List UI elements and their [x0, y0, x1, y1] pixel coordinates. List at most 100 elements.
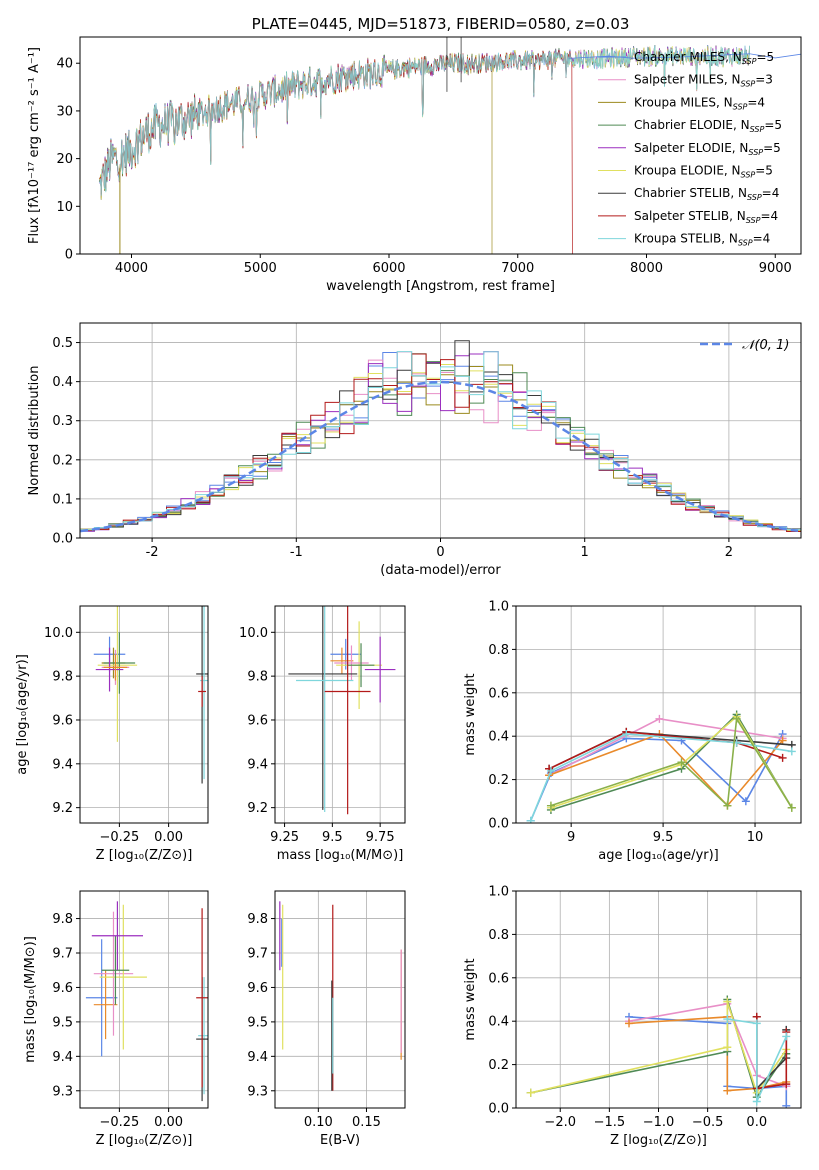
- y-tick-label: 10.0: [239, 626, 268, 641]
- x-tick-label: −1.5: [594, 1115, 626, 1130]
- weight-marker: [752, 1019, 761, 1028]
- x-tick-label: 0.00: [154, 830, 183, 845]
- weight-line: [548, 731, 783, 770]
- x-tick-label: 1: [581, 545, 589, 560]
- weight-lines: [526, 710, 796, 823]
- x-tick-label: 9.5: [322, 830, 343, 845]
- x-tick-label: 6000: [372, 261, 405, 276]
- weight-marker: [723, 1043, 732, 1052]
- legend-entry: Salpeter STELIB, NSSP=4: [634, 209, 778, 225]
- weight-marker: [625, 1019, 634, 1028]
- histograms: [80, 340, 801, 533]
- mass-vs-Z-panel: −0.25 0.00 9.3 9.4 9.5 9.6 9.7 9.8 Z [log₁₀(Z/Z⊙…: [23, 890, 209, 1148]
- weight-marker: [732, 714, 741, 723]
- x-tick-label: 0.00: [154, 1115, 183, 1130]
- error-bars: [93, 606, 208, 784]
- y-tick-label: 0.4: [488, 1015, 509, 1030]
- y-tick-label: 10.0: [44, 626, 73, 641]
- y-tick-label: 9.8: [52, 912, 73, 927]
- y-tick-label: 0.3: [52, 414, 73, 429]
- error-bars: [279, 901, 402, 1091]
- error-bars: [85, 901, 208, 1102]
- axes-frame: [515, 605, 802, 824]
- y-tick-label: 0.2: [52, 453, 73, 468]
- weight-marker: [546, 766, 555, 775]
- y-tick-label: 9.8: [247, 670, 268, 685]
- spectrum-series-line: [98, 45, 750, 196]
- y-tick-label: 0.8: [488, 643, 509, 658]
- y-tick-label: 0.2: [488, 773, 509, 788]
- y-tick-label: 9.4: [247, 757, 268, 772]
- weight-marker: [723, 801, 732, 810]
- x-tick-label: 2: [725, 545, 733, 560]
- y-tick-label: 0.4: [52, 375, 73, 390]
- x-tick-label: 9000: [759, 261, 792, 276]
- x-axis-label: mass [log₁₀(M/M⊙)]: [277, 848, 404, 863]
- age-vs-mass-panel: 9.25 9.5 9.75 9.2 9.4 9.6 9.8 10.0 mass [log₁₀(M…: [239, 605, 406, 863]
- weight-marker: [782, 1032, 791, 1041]
- legend-entry: Kroupa MILES, NSSP=4: [634, 95, 765, 111]
- weight-vs-Z-panel: −2.0 −1.5 −1.0 −0.5 0.0 0.0 0.2 0.4 0.6 0.8 1.0 Z […: [463, 885, 802, 1148]
- x-tick-label: 10: [747, 830, 764, 845]
- y-tick-label: 0.0: [488, 817, 509, 832]
- y-tick-label: 9.5: [247, 1015, 268, 1030]
- y-tick-label: 0.8: [488, 928, 509, 943]
- weight-marker: [723, 1086, 732, 1095]
- y-tick-label: 9.3: [52, 1084, 73, 1099]
- legend-entry: 𝒩(0, 1): [742, 338, 789, 353]
- y-tick-label: 1.0: [488, 600, 509, 615]
- y-tick-label: 9.8: [247, 912, 268, 927]
- y-tick-label: 20: [56, 152, 73, 167]
- y-tick-label: 0.2: [488, 1058, 509, 1073]
- spectrum-panel: 4000 5000 6000 7000 8000 9000 0 10 20 30 40 wavelen…: [27, 15, 802, 294]
- y-tick-label: 0.4: [488, 730, 509, 745]
- x-tick-label: 4000: [115, 261, 148, 276]
- x-tick-label: 9.75: [366, 830, 395, 845]
- x-tick-label: 9: [567, 830, 575, 845]
- weight-marker: [723, 1015, 732, 1024]
- axes-frame: [79, 605, 209, 824]
- y-tick-label: 9.4: [247, 1050, 268, 1065]
- y-axis-label: Normed distribution: [27, 366, 42, 496]
- weight-marker: [677, 758, 686, 767]
- x-axis-label: Z [log₁₀(Z/Z⊙)]: [610, 1133, 707, 1148]
- x-axis-label: E(B-V): [320, 1133, 360, 1148]
- y-tick-label: 40: [56, 57, 73, 72]
- y-tick-label: 0.0: [52, 532, 73, 547]
- gaussian-curve: [80, 380, 799, 533]
- y-tick-label: 9.4: [52, 757, 73, 772]
- x-tick-label: 0.0: [746, 1115, 767, 1130]
- weight-marker: [782, 1080, 791, 1089]
- x-tick-label: 0: [436, 545, 444, 560]
- legend-entry: Chabrier STELIB, NSSP=4: [634, 186, 779, 202]
- y-tick-label: 9.3: [247, 1084, 268, 1099]
- x-axis-label: Z [log₁₀(Z/Z⊙)]: [96, 848, 193, 863]
- x-tick-label: −0.25: [99, 830, 139, 845]
- x-tick-label: −0.25: [99, 1115, 139, 1130]
- chart-title: PLATE=0445, MJD=51873, FIBERID=0580, z=0…: [252, 15, 630, 33]
- x-axis-label: wavelength [Angstrom, rest frame]: [326, 279, 555, 294]
- y-tick-label: 9.6: [52, 981, 73, 996]
- x-tick-label: 8000: [630, 261, 663, 276]
- y-axis-label: mass [log₁₀(M/M⊙)]: [23, 936, 38, 1063]
- y-tick-label: 9.6: [247, 713, 268, 728]
- weight-line: [727, 1018, 788, 1102]
- legend: Chabrier MILES, NSSP=5 Salpeter MILES, NS…: [598, 50, 782, 248]
- weight-vs-age-panel: 9 9.5 10 0.0 0.2 0.4 0.6 0.8 1.0 age [log₁₀(age/y…: [463, 600, 802, 863]
- weight-marker: [526, 1088, 535, 1097]
- x-axis-label: Z [log₁₀(Z/Z⊙)]: [96, 1133, 193, 1148]
- y-axis-label: mass weight: [463, 958, 478, 1040]
- y-tick-label: 9.6: [247, 981, 268, 996]
- y-tick-label: 0.5: [52, 336, 73, 351]
- weight-marker: [741, 797, 750, 806]
- mass-vs-EBV-panel: 0.10 0.15 9.3 9.4 9.5 9.6 9.7 9.8 E(B-V): [247, 890, 406, 1148]
- weight-marker: [752, 1097, 761, 1106]
- weight-marker: [526, 816, 535, 823]
- weight-marker: [778, 753, 787, 762]
- legend-entry: Salpeter ELODIE, NSSP=5: [634, 141, 781, 157]
- x-axis-label: (data-model)/error: [380, 563, 501, 578]
- y-tick-label: 9.8: [52, 670, 73, 685]
- residuals-panel: -2 -1 0 1 2 0.0 0.1 0.2 0.3 0.4 0.5 (data-model)/er…: [27, 322, 802, 578]
- x-tick-label: 7000: [501, 261, 534, 276]
